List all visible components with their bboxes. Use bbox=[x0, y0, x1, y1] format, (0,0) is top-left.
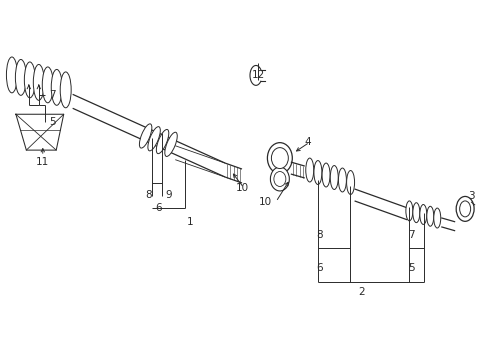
Ellipse shape bbox=[270, 167, 289, 191]
Text: 5: 5 bbox=[49, 117, 55, 127]
Text: 2: 2 bbox=[358, 287, 364, 297]
Ellipse shape bbox=[322, 163, 329, 187]
Ellipse shape bbox=[426, 206, 433, 226]
Text: 6: 6 bbox=[155, 203, 162, 213]
Text: 7: 7 bbox=[407, 230, 414, 240]
Text: 7: 7 bbox=[49, 90, 55, 100]
Ellipse shape bbox=[15, 59, 26, 95]
Text: 4: 4 bbox=[304, 137, 311, 147]
Ellipse shape bbox=[33, 64, 44, 100]
Ellipse shape bbox=[346, 171, 354, 194]
Text: 10: 10 bbox=[258, 197, 271, 207]
Ellipse shape bbox=[147, 127, 160, 151]
Text: 11: 11 bbox=[36, 157, 49, 167]
Ellipse shape bbox=[405, 201, 412, 221]
Ellipse shape bbox=[271, 148, 288, 168]
Ellipse shape bbox=[156, 130, 168, 154]
Ellipse shape bbox=[267, 143, 292, 174]
Text: 8: 8 bbox=[316, 230, 323, 240]
Ellipse shape bbox=[139, 124, 152, 148]
Ellipse shape bbox=[305, 158, 313, 182]
Ellipse shape bbox=[42, 67, 53, 103]
Ellipse shape bbox=[51, 69, 62, 105]
Ellipse shape bbox=[338, 168, 346, 192]
Ellipse shape bbox=[412, 203, 419, 222]
Ellipse shape bbox=[419, 204, 426, 224]
Ellipse shape bbox=[164, 132, 177, 157]
Ellipse shape bbox=[273, 171, 285, 186]
Ellipse shape bbox=[24, 62, 35, 98]
Ellipse shape bbox=[60, 72, 71, 108]
Ellipse shape bbox=[455, 197, 473, 221]
Text: 5: 5 bbox=[407, 263, 414, 273]
Text: 10: 10 bbox=[235, 183, 248, 193]
Text: 9: 9 bbox=[164, 190, 171, 200]
Text: 6: 6 bbox=[316, 263, 323, 273]
Text: 1: 1 bbox=[186, 217, 193, 227]
Text: 12: 12 bbox=[251, 71, 264, 80]
Text: 3: 3 bbox=[467, 191, 473, 201]
Ellipse shape bbox=[329, 166, 338, 189]
Ellipse shape bbox=[313, 161, 321, 184]
Ellipse shape bbox=[459, 201, 469, 217]
Ellipse shape bbox=[6, 57, 18, 93]
Ellipse shape bbox=[433, 208, 440, 228]
Text: 8: 8 bbox=[145, 190, 151, 200]
